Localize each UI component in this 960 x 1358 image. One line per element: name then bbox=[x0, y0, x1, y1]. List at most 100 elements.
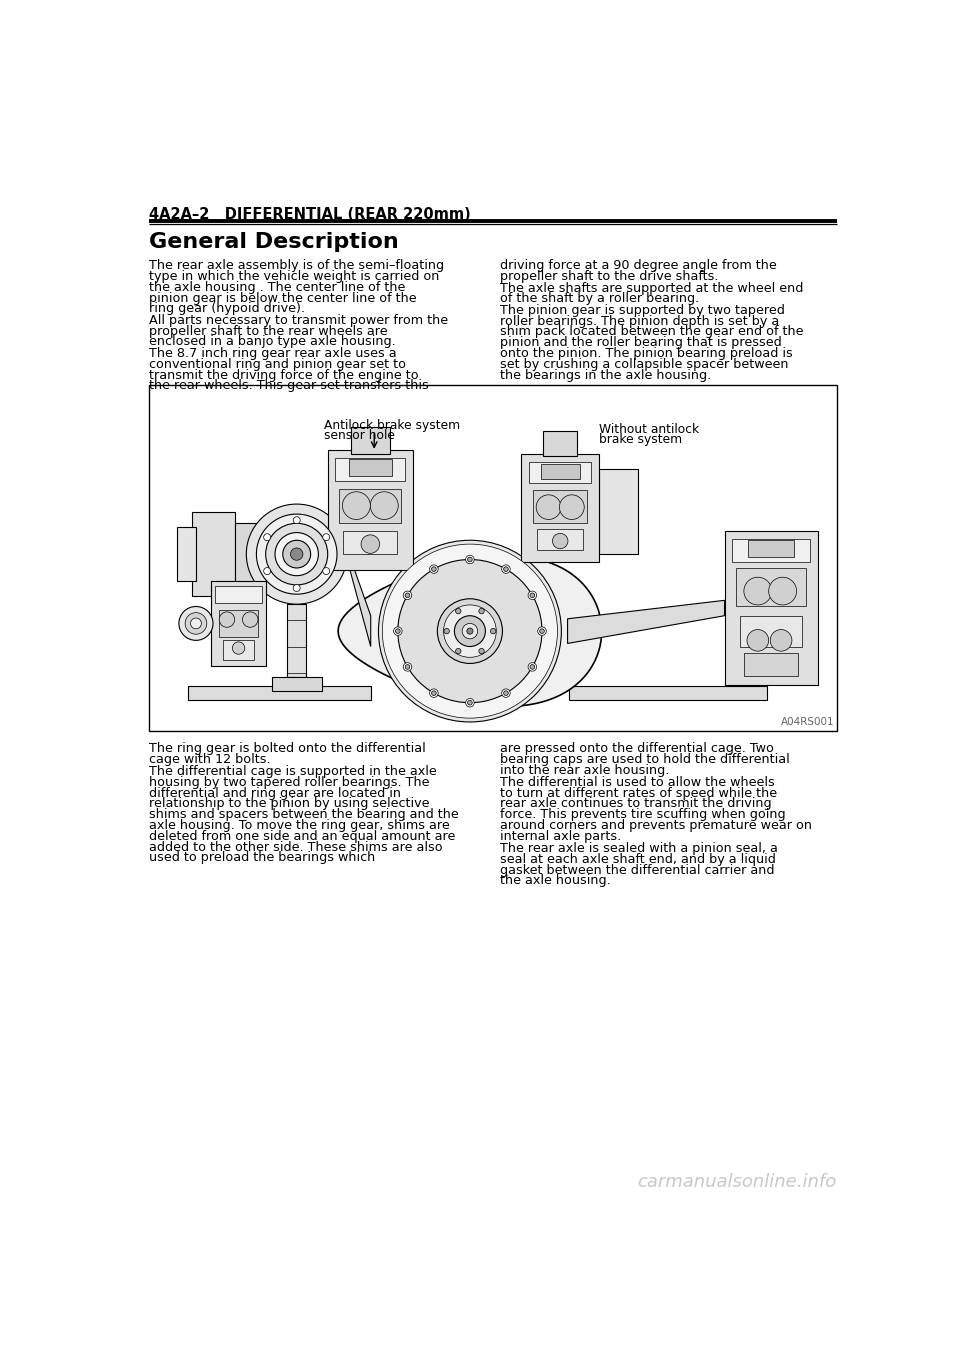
Circle shape bbox=[769, 577, 797, 604]
Text: brake system: brake system bbox=[599, 433, 682, 447]
Circle shape bbox=[530, 593, 535, 598]
Bar bbox=[327, 449, 413, 569]
Circle shape bbox=[528, 663, 537, 671]
Bar bbox=[234, 523, 266, 585]
Circle shape bbox=[291, 549, 303, 561]
Circle shape bbox=[323, 534, 329, 540]
Text: the axle housing.: the axle housing. bbox=[500, 875, 611, 887]
Circle shape bbox=[466, 555, 474, 564]
Bar bbox=[748, 540, 794, 557]
Circle shape bbox=[560, 494, 585, 520]
Text: The axle shafts are supported at the wheel end: The axle shafts are supported at the whe… bbox=[500, 281, 804, 295]
Circle shape bbox=[247, 504, 348, 604]
Text: internal axle parts.: internal axle parts. bbox=[500, 830, 621, 843]
Circle shape bbox=[747, 630, 769, 650]
Bar bbox=[740, 615, 802, 646]
Circle shape bbox=[405, 593, 410, 598]
Text: sensor hole: sensor hole bbox=[324, 429, 395, 443]
Text: around corners and prevents premature wear on: around corners and prevents premature we… bbox=[500, 819, 812, 832]
Text: propeller shaft to the drive shafts.: propeller shaft to the drive shafts. bbox=[500, 270, 718, 282]
Polygon shape bbox=[338, 555, 602, 706]
Circle shape bbox=[293, 584, 300, 592]
Circle shape bbox=[502, 565, 510, 573]
Circle shape bbox=[432, 566, 436, 572]
Text: General Description: General Description bbox=[150, 232, 399, 253]
Text: propeller shaft to the rear wheels are: propeller shaft to the rear wheels are bbox=[150, 325, 388, 338]
Circle shape bbox=[361, 535, 379, 553]
Bar bbox=[192, 512, 234, 596]
Circle shape bbox=[538, 627, 546, 636]
Circle shape bbox=[403, 663, 412, 671]
Circle shape bbox=[479, 648, 484, 653]
Text: the rear wheels. This gear set transfers this: the rear wheels. This gear set transfers… bbox=[150, 379, 429, 392]
Text: rear axle continues to transmit the driving: rear axle continues to transmit the driv… bbox=[500, 797, 772, 811]
Text: The ring gear is bolted onto the differential: The ring gear is bolted onto the differe… bbox=[150, 741, 426, 755]
Circle shape bbox=[371, 492, 398, 520]
Bar bbox=[540, 464, 580, 479]
Text: The rear axle is sealed with a pinion seal, a: The rear axle is sealed with a pinion se… bbox=[500, 842, 778, 856]
Text: ring gear (hypoid drive).: ring gear (hypoid drive). bbox=[150, 303, 305, 315]
Text: shims and spacers between the bearing and the: shims and spacers between the bearing an… bbox=[150, 808, 459, 822]
Bar bbox=[219, 610, 258, 637]
Text: used to preload the bearings which: used to preload the bearings which bbox=[150, 851, 375, 864]
Text: the bearings in the axle housing.: the bearings in the axle housing. bbox=[500, 368, 711, 382]
Circle shape bbox=[468, 701, 472, 705]
Text: Antilock brake system: Antilock brake system bbox=[324, 420, 460, 432]
Circle shape bbox=[479, 608, 484, 614]
Circle shape bbox=[430, 689, 438, 698]
Circle shape bbox=[530, 664, 535, 669]
Text: cage with 12 bolts.: cage with 12 bolts. bbox=[150, 752, 271, 766]
Text: housing by two tapered roller bearings. The: housing by two tapered roller bearings. … bbox=[150, 775, 430, 789]
Text: enclosed in a banjo type axle housing.: enclosed in a banjo type axle housing. bbox=[150, 335, 396, 349]
Circle shape bbox=[266, 523, 327, 585]
Text: set by crushing a collapsible spacer between: set by crushing a collapsible spacer bet… bbox=[500, 357, 788, 371]
Circle shape bbox=[264, 568, 271, 574]
Text: A04RS001: A04RS001 bbox=[780, 717, 834, 728]
Bar bbox=[744, 653, 798, 676]
Text: deleted from one side and an equal amount are: deleted from one side and an equal amoun… bbox=[150, 830, 456, 843]
Circle shape bbox=[466, 698, 474, 708]
Bar bbox=[188, 686, 371, 699]
Circle shape bbox=[243, 612, 258, 627]
Circle shape bbox=[744, 577, 772, 604]
Circle shape bbox=[396, 629, 400, 633]
Circle shape bbox=[528, 591, 537, 599]
Text: All parts necessary to transmit power from the: All parts necessary to transmit power fr… bbox=[150, 314, 448, 327]
Text: force. This prevents tire scuffing when going: force. This prevents tire scuffing when … bbox=[500, 808, 785, 822]
Circle shape bbox=[293, 517, 300, 524]
Circle shape bbox=[378, 540, 562, 722]
Circle shape bbox=[454, 615, 486, 646]
Circle shape bbox=[219, 612, 234, 627]
Bar bbox=[725, 531, 818, 684]
Text: type in which the vehicle weight is carried on: type in which the vehicle weight is carr… bbox=[150, 270, 440, 282]
Circle shape bbox=[456, 648, 461, 653]
Circle shape bbox=[394, 627, 402, 636]
Bar bbox=[272, 678, 322, 691]
Circle shape bbox=[432, 691, 436, 695]
Text: are pressed onto the differential cage. Two: are pressed onto the differential cage. … bbox=[500, 741, 774, 755]
Text: driving force at a 90 degree angle from the: driving force at a 90 degree angle from … bbox=[500, 259, 777, 272]
Circle shape bbox=[283, 540, 311, 568]
Bar bbox=[335, 458, 405, 481]
Bar bbox=[348, 459, 392, 477]
FancyBboxPatch shape bbox=[599, 470, 637, 554]
Circle shape bbox=[456, 608, 461, 614]
Bar bbox=[736, 568, 805, 607]
Circle shape bbox=[403, 591, 412, 599]
Text: relationship to the pinion by using selective: relationship to the pinion by using sele… bbox=[150, 797, 430, 811]
Text: Without antilock: Without antilock bbox=[599, 424, 699, 436]
Bar bbox=[177, 527, 196, 581]
Bar bbox=[533, 490, 588, 523]
Circle shape bbox=[179, 607, 213, 641]
Circle shape bbox=[438, 599, 502, 664]
Circle shape bbox=[462, 623, 478, 638]
Text: The pinion gear is supported by two tapered: The pinion gear is supported by two tape… bbox=[500, 304, 784, 316]
Circle shape bbox=[323, 568, 329, 574]
Text: conventional ring and pinion gear set to: conventional ring and pinion gear set to bbox=[150, 357, 406, 371]
Bar bbox=[569, 686, 767, 699]
Circle shape bbox=[397, 559, 542, 702]
Text: The 8.7 inch ring gear rear axle uses a: The 8.7 inch ring gear rear axle uses a bbox=[150, 348, 397, 360]
Text: added to the other side. These shims are also: added to the other side. These shims are… bbox=[150, 841, 444, 854]
Text: the axle housing . The center line of the: the axle housing . The center line of th… bbox=[150, 281, 406, 293]
Circle shape bbox=[264, 534, 271, 540]
